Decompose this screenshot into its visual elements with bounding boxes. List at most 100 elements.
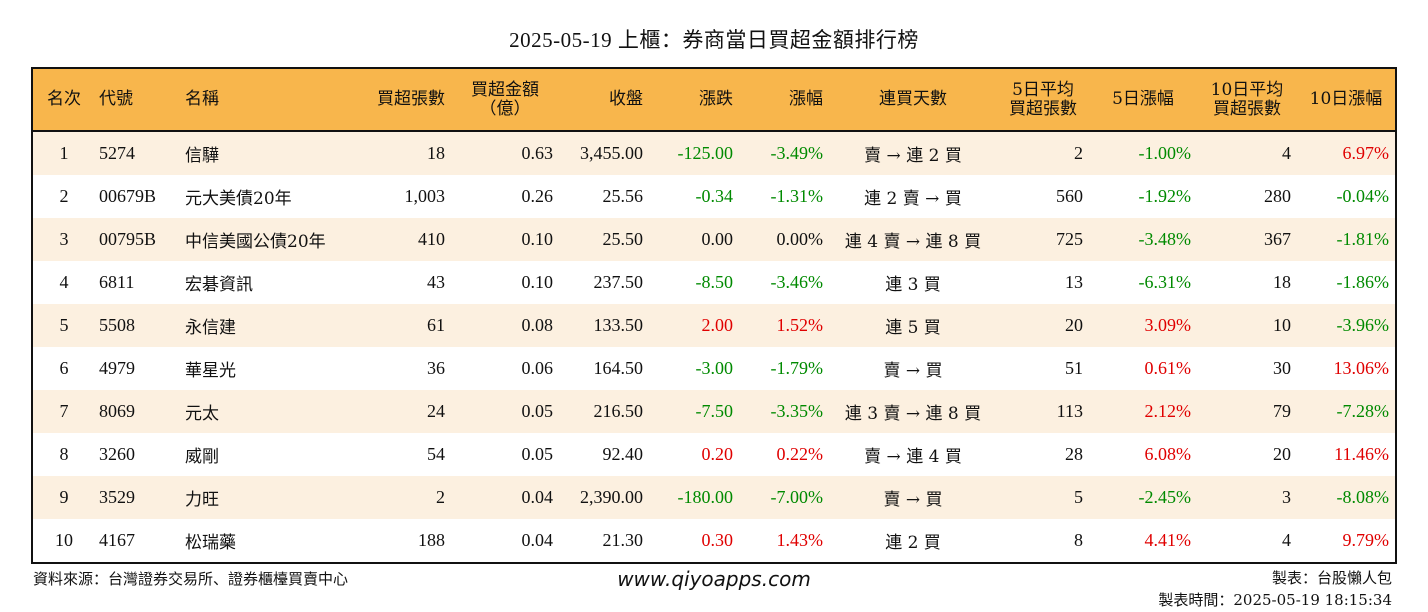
cell-avg5: 28 — [997, 433, 1089, 476]
col-avg5-line1: 5日平均 — [1012, 79, 1074, 100]
cell-amount: 0.08 — [451, 304, 559, 347]
col-avg5-line2: 買超張數 — [1009, 98, 1077, 119]
cell-pct10: -8.08% — [1297, 476, 1395, 519]
cell-rank: 9 — [33, 476, 95, 519]
cell-close: 25.50 — [559, 218, 649, 261]
table-row: 3 00795B 中信美國公債20年 410 0.10 25.50 0.00 0.00% 連 4… — [33, 218, 1395, 261]
table-row: 7 8069 元太 24 0.05 216.50 -7.50 -3.35% 連 3 賣 → 連 … — [33, 390, 1395, 433]
cell-close: 92.40 — [559, 433, 649, 476]
cell-code: 8069 — [95, 390, 181, 433]
col-pct10: 10日漲幅 — [1297, 69, 1395, 132]
cell-pct5: 4.41% — [1089, 519, 1197, 562]
cell-avg5: 2 — [997, 131, 1089, 175]
cell-streak: 賣 → 連 4 買 — [829, 433, 997, 476]
cell-pct5: -1.92% — [1089, 175, 1197, 218]
col-avg5: 5日平均 買超張數 — [997, 69, 1089, 132]
cell-shares: 1,003 — [359, 175, 451, 218]
col-shares: 買超張數 — [359, 69, 451, 132]
cell-code: 4167 — [95, 519, 181, 562]
cell-avg10: 79 — [1197, 390, 1297, 433]
table-row: 4 6811 宏碁資訊 43 0.10 237.50 -8.50 -3.46% 連 3 買 13-… — [33, 261, 1395, 304]
cell-avg5: 725 — [997, 218, 1089, 261]
cell-pct: 0.22% — [739, 433, 829, 476]
cell-avg10: 20 — [1197, 433, 1297, 476]
cell-avg10: 4 — [1197, 519, 1297, 562]
header-row: 名次 代號 名稱 買超張數 買超金額 （億） 收盤 漲跌 漲幅 連買天數 5日平… — [33, 69, 1395, 132]
cell-code: 5274 — [95, 131, 181, 175]
table-row: 10 4167 松瑞藥 188 0.04 21.30 0.30 1.43% 連 2 買 8 4.41… — [33, 519, 1395, 562]
cell-streak: 賣 → 買 — [829, 347, 997, 390]
cell-pct: -3.46% — [739, 261, 829, 304]
cell-code: 5508 — [95, 304, 181, 347]
cell-amount: 0.63 — [451, 131, 559, 175]
cell-streak: 連 3 買 — [829, 261, 997, 304]
cell-pct10: 9.79% — [1297, 519, 1395, 562]
cell-avg5: 560 — [997, 175, 1089, 218]
footer-credits: 製表：台股懶人包 製表時間：2025-05-19 18:15:34 — [1158, 567, 1392, 611]
cell-close: 25.56 — [559, 175, 649, 218]
cell-avg10: 367 — [1197, 218, 1297, 261]
cell-pct10: -1.86% — [1297, 261, 1395, 304]
cell-streak: 連 4 賣 → 連 8 買 — [829, 218, 997, 261]
cell-rank: 2 — [33, 175, 95, 218]
cell-pct: -3.35% — [739, 390, 829, 433]
cell-shares: 2 — [359, 476, 451, 519]
cell-close: 133.50 — [559, 304, 649, 347]
cell-change: 0.30 — [649, 519, 739, 562]
cell-avg10: 10 — [1197, 304, 1297, 347]
cell-avg10: 3 — [1197, 476, 1297, 519]
col-avg10-line2: 買超張數 — [1213, 98, 1281, 119]
cell-streak: 賣 → 買 — [829, 476, 997, 519]
author: 製表：台股懶人包 — [1271, 569, 1392, 587]
cell-pct10: -7.28% — [1297, 390, 1395, 433]
cell-change: 0.20 — [649, 433, 739, 476]
cell-shares: 410 — [359, 218, 451, 261]
cell-code: 4979 — [95, 347, 181, 390]
cell-amount: 0.06 — [451, 347, 559, 390]
cell-avg5: 5 — [997, 476, 1089, 519]
cell-avg10: 18 — [1197, 261, 1297, 304]
cell-change: -0.34 — [649, 175, 739, 218]
col-amount-line1: 買超金額 — [471, 79, 539, 100]
cell-pct: 0.00% — [739, 218, 829, 261]
cell-pct10: -1.81% — [1297, 218, 1395, 261]
cell-avg5: 20 — [997, 304, 1089, 347]
cell-avg5: 51 — [997, 347, 1089, 390]
cell-amount: 0.05 — [451, 433, 559, 476]
cell-avg10: 280 — [1197, 175, 1297, 218]
cell-name: 永信建 — [181, 304, 359, 347]
cell-pct10: 6.97% — [1297, 131, 1395, 175]
cell-change: -125.00 — [649, 131, 739, 175]
cell-shares: 54 — [359, 433, 451, 476]
col-code: 代號 — [95, 69, 181, 132]
cell-rank: 1 — [33, 131, 95, 175]
cell-pct10: -0.04% — [1297, 175, 1395, 218]
page-title: 2025-05-19 上櫃：券商當日買超金額排行榜 — [509, 28, 919, 52]
cell-avg5: 8 — [997, 519, 1089, 562]
cell-change: -7.50 — [649, 390, 739, 433]
cell-rank: 5 — [33, 304, 95, 347]
col-close: 收盤 — [559, 69, 649, 132]
cell-pct5: 3.09% — [1089, 304, 1197, 347]
cell-avg5: 13 — [997, 261, 1089, 304]
cell-pct10: 11.46% — [1297, 433, 1395, 476]
cell-shares: 36 — [359, 347, 451, 390]
cell-name: 元太 — [181, 390, 359, 433]
cell-rank: 10 — [33, 519, 95, 562]
cell-code: 6811 — [95, 261, 181, 304]
cell-change: -180.00 — [649, 476, 739, 519]
cell-code: 3529 — [95, 476, 181, 519]
cell-streak: 賣 → 連 2 買 — [829, 131, 997, 175]
cell-pct5: -1.00% — [1089, 131, 1197, 175]
cell-close: 216.50 — [559, 390, 649, 433]
col-amount-line2: （億） — [479, 98, 531, 119]
table-row: 8 3260 威剛 54 0.05 92.40 0.20 0.22% 賣 → 連 4 買 28 6.… — [33, 433, 1395, 476]
table-row: 2 00679B 元大美債20年 1,003 0.26 25.56 -0.34 -1.31% 連… — [33, 175, 1395, 218]
cell-avg10: 4 — [1197, 131, 1297, 175]
website-link[interactable]: www.qiyoapps.com — [617, 567, 811, 591]
table-body: 1 5274 信驊 18 0.63 3,455.00 -125.00 -3.49% 賣 → 連 … — [33, 131, 1395, 562]
cell-amount: 0.10 — [451, 218, 559, 261]
cell-pct5: 0.61% — [1089, 347, 1197, 390]
cell-change: 0.00 — [649, 218, 739, 261]
